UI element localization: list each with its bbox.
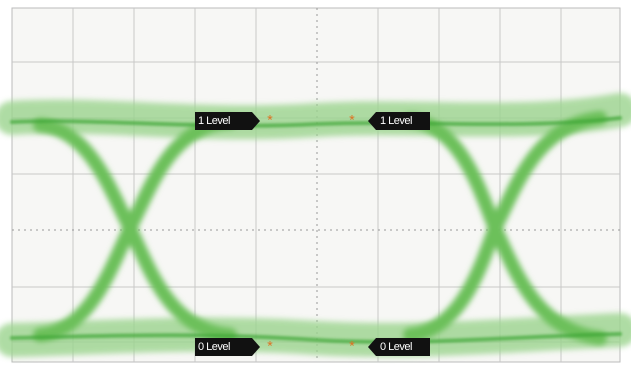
marker-box bbox=[195, 112, 260, 130]
marker-label: 1 Level bbox=[380, 115, 412, 127]
marker-label: 1 Level bbox=[198, 115, 230, 127]
marker-star: * bbox=[349, 338, 355, 354]
marker-label: 0 Level bbox=[198, 341, 230, 353]
marker-star: * bbox=[349, 112, 355, 128]
eye-traces bbox=[0, 93, 631, 357]
level-markers: 1 Level * 1 Level * 0 Level * 0 Level * bbox=[195, 112, 430, 356]
marker-label: 0 Level bbox=[380, 341, 412, 353]
marker-star: * bbox=[267, 112, 273, 128]
marker-box bbox=[195, 338, 260, 356]
marker-box bbox=[368, 338, 430, 356]
marker-box bbox=[368, 112, 430, 130]
marker-star: * bbox=[267, 338, 273, 354]
